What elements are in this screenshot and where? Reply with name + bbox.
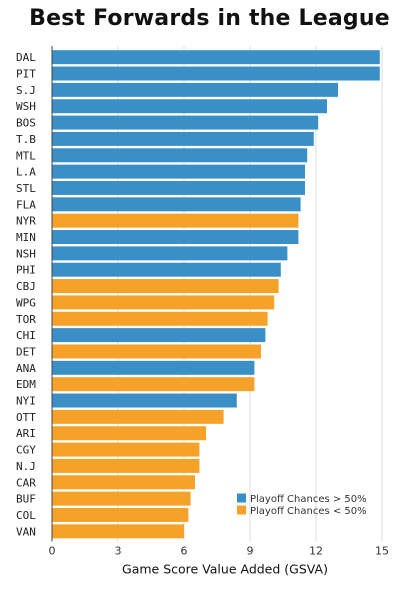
- legend-swatch-2: [237, 505, 246, 515]
- y-tick-label-ott: OTT: [16, 411, 36, 424]
- chart-title: Best Forwards in the League: [29, 6, 390, 31]
- bar-buf: [52, 491, 191, 506]
- bar-stl: [52, 181, 305, 195]
- legend-label-1: Playoff Chances > 50%: [250, 494, 367, 505]
- y-tick-label-ari: ARI: [16, 427, 36, 440]
- x-axis-title: Game Score Value Added (GSVA): [122, 562, 328, 577]
- y-tick-label-wpg: WPG: [16, 296, 36, 309]
- bar-nsh: [52, 246, 288, 261]
- y-tick-label-edm: EDM: [16, 378, 36, 391]
- bar-edm: [52, 377, 255, 392]
- y-tick-label-dal: DAL: [16, 51, 36, 64]
- y-tick-label-buf: BUF: [16, 493, 36, 506]
- y-tick-label-tor: TOR: [16, 313, 36, 326]
- bar-ana: [52, 360, 255, 375]
- y-tick-label-col: COL: [16, 509, 36, 522]
- y-tick-label-det: DET: [16, 345, 36, 358]
- bar-nj: [52, 458, 200, 473]
- y-tick-label-ana: ANA: [16, 362, 36, 375]
- bar-tb: [52, 131, 314, 146]
- y-tick-label-tb: T.B: [16, 133, 36, 146]
- bar-van: [52, 524, 184, 539]
- bar-pit: [52, 66, 380, 81]
- y-tick-label-la: L.A: [16, 166, 36, 179]
- y-tick-label-nj: N.J: [16, 460, 36, 473]
- x-tick-label-12: 12: [309, 545, 323, 558]
- bar-sj: [52, 82, 338, 97]
- bar-chi: [52, 328, 266, 343]
- y-tick-label-cgy: CGY: [16, 444, 36, 457]
- y-tick-label-wsh: WSH: [16, 100, 36, 113]
- legend-swatch-1: [237, 493, 246, 503]
- y-tick-label-stl: STL: [16, 182, 36, 195]
- y-tick-label-chi: CHI: [16, 329, 36, 342]
- y-tick-label-mtl: MTL: [16, 149, 36, 162]
- y-tick-label-nsh: NSH: [16, 247, 36, 260]
- bar-nyr: [52, 213, 299, 228]
- bar-min: [52, 230, 299, 244]
- y-tick-label-bos: BOS: [16, 117, 36, 130]
- y-tick-label-min: MIN: [16, 231, 36, 244]
- bar-mtl: [52, 148, 308, 163]
- bar-ari: [52, 426, 206, 441]
- bar-wpg: [52, 295, 275, 310]
- bar-ott: [52, 409, 224, 424]
- x-tick-label-3: 3: [115, 545, 122, 558]
- bar-col: [52, 508, 189, 522]
- bar-car: [52, 475, 195, 490]
- y-tick-label-pit: PIT: [16, 68, 36, 81]
- y-tick-label-sj: S.J: [16, 84, 36, 97]
- bar-cbj: [52, 279, 279, 294]
- bar-tor: [52, 311, 268, 326]
- bar-det: [52, 344, 261, 359]
- bar-nyi: [52, 393, 237, 408]
- y-tick-label-cbj: CBJ: [16, 280, 36, 293]
- y-tick-label-van: VAN: [16, 525, 36, 538]
- y-tick-label-fla: FLA: [16, 198, 36, 211]
- x-tick-label-15: 15: [375, 545, 389, 558]
- bar-fla: [52, 197, 301, 212]
- bar-la: [52, 164, 305, 179]
- x-tick-label-6: 6: [181, 545, 188, 558]
- y-tick-label-car: CAR: [16, 476, 36, 489]
- y-tick-label-nyi: NYI: [16, 395, 36, 408]
- bar-dal: [52, 50, 380, 65]
- x-tick-label-0: 0: [49, 545, 56, 558]
- bar-wsh: [52, 99, 327, 114]
- x-tick-label-9: 9: [247, 545, 254, 558]
- bar-phi: [52, 262, 281, 277]
- bar-cgy: [52, 442, 200, 457]
- legend-label-2: Playoff Chances < 50%: [250, 506, 367, 517]
- bar-bos: [52, 115, 319, 130]
- y-tick-label-nyr: NYR: [16, 215, 36, 228]
- y-tick-label-phi: PHI: [16, 264, 36, 277]
